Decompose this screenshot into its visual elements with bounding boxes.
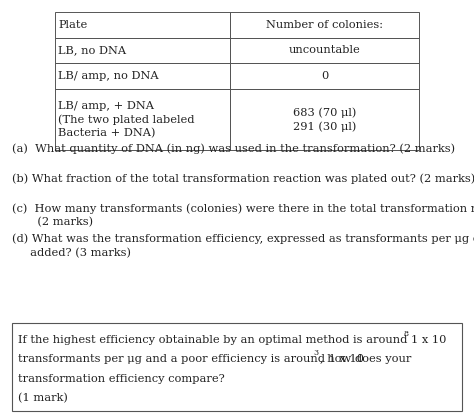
- Text: 683 (70 μl)
291 (30 μl): 683 (70 μl) 291 (30 μl): [293, 107, 356, 132]
- Text: (2 marks): (2 marks): [12, 217, 93, 228]
- Bar: [55, 12, 230, 38]
- Bar: [55, 89, 230, 150]
- Text: (d) What was the transformation efficiency, expressed as transformants per μg of: (d) What was the transformation efficien…: [12, 234, 474, 244]
- Bar: [55, 63, 230, 89]
- Text: (a)  What quantity of DNA (in ng) was used in the transformation? (2 marks): (a) What quantity of DNA (in ng) was use…: [12, 144, 455, 154]
- Text: (c)  How many transformants (colonies) were there in the total transformation re: (c) How many transformants (colonies) we…: [12, 204, 474, 214]
- Text: 3: 3: [314, 349, 319, 357]
- Text: transformants per μg and a poor efficiency is around 1 x 10: transformants per μg and a poor efficien…: [18, 354, 364, 364]
- Text: If the highest efficiency obtainable by an optimal method is around 1 x 10: If the highest efficiency obtainable by …: [18, 335, 446, 345]
- Bar: [230, 12, 419, 38]
- Text: 0: 0: [321, 71, 328, 81]
- Bar: [230, 38, 419, 63]
- Text: (1 mark): (1 mark): [18, 393, 67, 404]
- Text: , how does your: , how does your: [320, 354, 411, 364]
- Bar: [55, 38, 230, 63]
- Bar: [230, 63, 419, 89]
- Text: (b) What fraction of the total transformation reaction was plated out? (2 marks): (b) What fraction of the total transform…: [12, 174, 474, 184]
- Text: uncountable: uncountable: [289, 45, 360, 55]
- Text: added? (3 marks): added? (3 marks): [12, 247, 131, 258]
- Bar: [230, 89, 419, 150]
- Text: Number of colonies:: Number of colonies:: [266, 20, 383, 30]
- Text: LB/ amp, + DNA
(The two plated labeled
Bacteria + DNA): LB/ amp, + DNA (The two plated labeled B…: [58, 100, 195, 138]
- Text: LB/ amp, no DNA: LB/ amp, no DNA: [58, 71, 159, 81]
- Text: transformation efficiency compare?: transformation efficiency compare?: [18, 374, 224, 384]
- Text: LB, no DNA: LB, no DNA: [58, 45, 127, 55]
- Text: Plate: Plate: [58, 20, 88, 30]
- Bar: [12, 323, 462, 411]
- Text: 8: 8: [404, 330, 409, 338]
